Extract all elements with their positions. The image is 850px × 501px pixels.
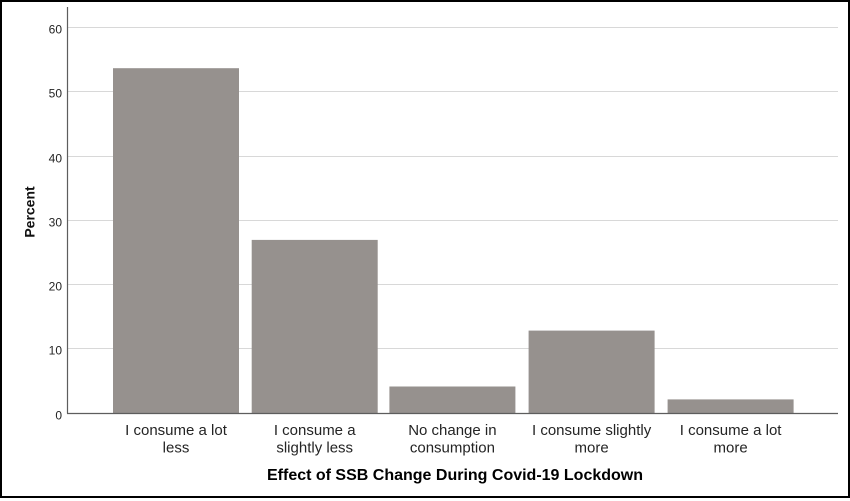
svg-text:60: 60 bbox=[49, 23, 63, 37]
svg-text:0: 0 bbox=[55, 409, 62, 423]
svg-text:less: less bbox=[163, 440, 190, 457]
svg-text:10: 10 bbox=[49, 344, 63, 358]
svg-text:Effect of SSB Change During Co: Effect of SSB Change During Covid-19 Loc… bbox=[267, 467, 643, 484]
svg-text:I consume a: I consume a bbox=[274, 422, 356, 439]
svg-text:slightly less: slightly less bbox=[276, 440, 353, 457]
svg-text:I consume slightly: I consume slightly bbox=[532, 422, 652, 439]
svg-text:20: 20 bbox=[49, 280, 63, 294]
svg-text:50: 50 bbox=[49, 87, 63, 101]
svg-text:Percent: Percent bbox=[22, 186, 38, 238]
svg-text:30: 30 bbox=[49, 216, 63, 230]
svg-text:consumption: consumption bbox=[410, 440, 495, 457]
svg-text:40: 40 bbox=[49, 152, 63, 166]
svg-text:more: more bbox=[575, 440, 609, 457]
svg-text:I consume a lot: I consume a lot bbox=[680, 422, 783, 439]
svg-text:more: more bbox=[714, 440, 748, 457]
svg-text:I consume a lot: I consume a lot bbox=[125, 422, 228, 439]
svg-text:No change in: No change in bbox=[408, 422, 496, 439]
